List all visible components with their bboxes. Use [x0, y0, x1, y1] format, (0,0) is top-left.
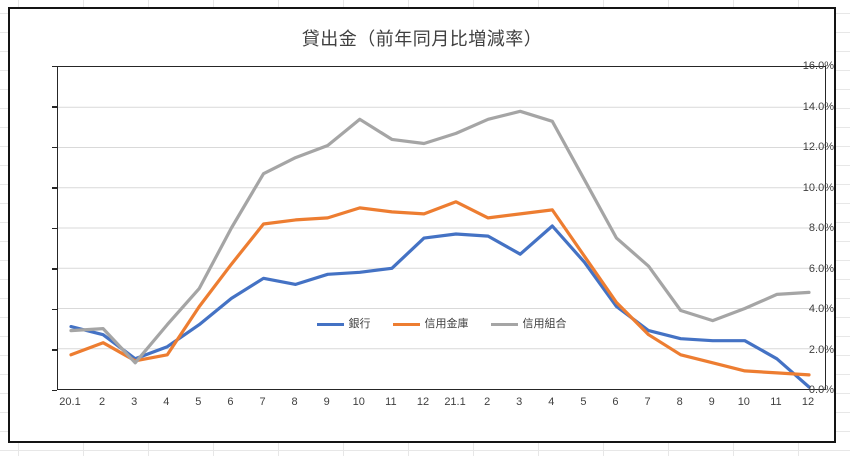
- legend-item[interactable]: 信用組合: [490, 317, 567, 331]
- legend-swatch-icon: [316, 322, 344, 326]
- x-tick-label: 11: [385, 396, 397, 408]
- legend-label: 信用組合: [522, 318, 567, 330]
- x-tick-label: 12: [801, 396, 815, 408]
- x-tick-label: 12: [416, 396, 430, 408]
- chart-object[interactable]: 貸出金（前年同月比増減率） 銀行 信用金庫 信用組合 16.0% 14.0% 12.0%…: [8, 7, 836, 443]
- x-tick-label: 10: [352, 396, 365, 408]
- x-tick-label: 7: [644, 396, 651, 408]
- series-line-2[interactable]: [69, 200, 811, 377]
- plot-area[interactable]: 銀行 信用金庫 信用組合: [57, 66, 826, 390]
- legend-swatch-icon: [392, 322, 420, 326]
- x-tick-label: 9: [323, 396, 330, 408]
- x-tick-label: 7: [259, 396, 266, 408]
- chart-plot-svg: [58, 106, 825, 389]
- x-tick-label: 11: [770, 396, 782, 408]
- chart-legend[interactable]: 銀行 信用金庫 信用組合: [58, 315, 825, 333]
- legend-label: 信用金庫: [424, 318, 469, 330]
- x-tick-label: 21.1: [444, 396, 466, 408]
- x-tick-label: 10: [737, 396, 750, 408]
- x-tick-label: 2: [484, 396, 491, 408]
- x-tick-label: 8: [291, 396, 298, 408]
- legend-swatch-icon: [490, 322, 518, 326]
- x-tick-label: 6: [227, 396, 234, 408]
- x-tick-label: 20.1: [59, 396, 81, 408]
- x-tick-label: 3: [131, 396, 138, 408]
- chart-title[interactable]: 貸出金（前年同月比増減率）: [301, 29, 543, 49]
- series-line-3[interactable]: [69, 109, 811, 365]
- x-tick-label: 4: [163, 396, 170, 408]
- x-tick-label: 3: [516, 396, 523, 408]
- x-tick-label: 5: [580, 396, 587, 408]
- x-tick-label: 4: [548, 396, 555, 408]
- series-line-1[interactable]: [69, 224, 811, 389]
- x-tick-label: 2: [99, 396, 106, 408]
- x-tick-label: 6: [612, 396, 619, 408]
- x-tick-label: 9: [708, 396, 715, 408]
- legend-label: 銀行: [348, 318, 371, 330]
- x-tick-label: 8: [676, 396, 683, 408]
- legend-item[interactable]: 信用金庫: [392, 317, 469, 331]
- legend-item[interactable]: 銀行: [316, 317, 371, 331]
- x-tick-label: 5: [195, 396, 202, 408]
